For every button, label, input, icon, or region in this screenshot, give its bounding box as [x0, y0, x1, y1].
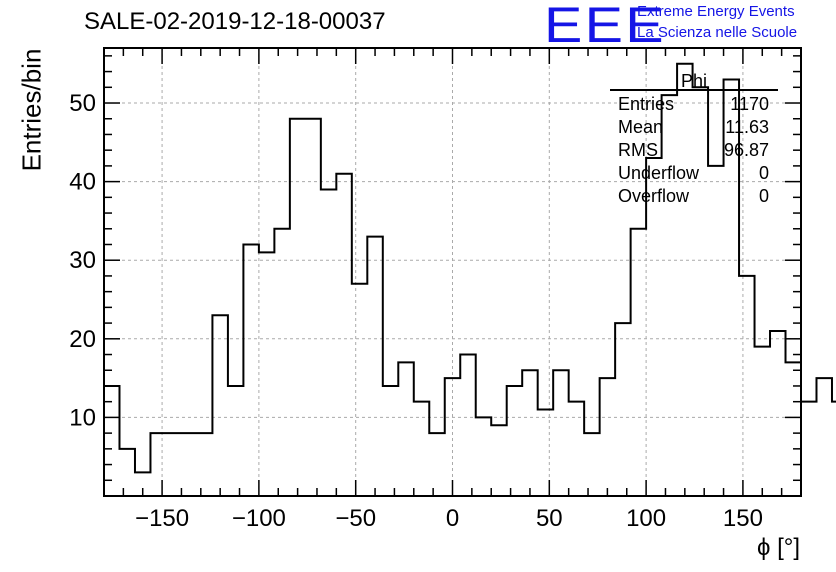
histogram-bin: [259, 252, 274, 496]
histogram-bin: [677, 64, 692, 496]
histogram-bin: [321, 189, 336, 496]
histogram-bin: [801, 402, 816, 496]
histogram-bin: [476, 417, 491, 496]
histogram-bin: [414, 402, 429, 496]
x-tick-label: 50: [536, 505, 563, 532]
histogram-bin: [228, 386, 243, 496]
histogram-bin: [569, 402, 584, 496]
stats-title: Phi: [681, 71, 707, 91]
stats-label: Entries: [618, 94, 674, 114]
stats-label: RMS: [618, 140, 658, 160]
histogram-bin: [181, 433, 196, 496]
histogram-bin: [352, 284, 367, 496]
histogram-bin: [755, 347, 770, 496]
histogram-series-line: [104, 62, 836, 474]
stats-value: 0: [759, 163, 769, 183]
stats-value: 0: [759, 186, 769, 206]
brand-line-2: La Scienza nelle Scuole: [637, 24, 798, 41]
y-tick-label: 30: [69, 247, 96, 274]
x-tick-label: −100: [232, 505, 286, 532]
stats-value: 96.87: [724, 140, 769, 160]
y-tick-label: 10: [69, 404, 96, 431]
histogram-bin: [212, 315, 227, 496]
histogram-bin: [693, 87, 708, 496]
stats-label: Underflow: [618, 163, 700, 183]
histogram-bin: [336, 174, 351, 496]
histogram-bin: [739, 276, 754, 496]
x-tick-label: −50: [335, 505, 376, 532]
x-tick-label: 100: [626, 505, 666, 532]
chart-title: SALE-02-2019-12-18-00037: [84, 8, 386, 35]
histogram-bin: [150, 433, 165, 496]
histogram-bin: [708, 166, 723, 496]
histogram-bin: [398, 362, 413, 496]
histogram-bin: [429, 433, 444, 496]
histogram-bin: [367, 237, 382, 496]
y-tick-label: 40: [69, 169, 96, 196]
histogram-bin: [491, 425, 506, 496]
x-axis-label: ϕ [°]: [756, 534, 800, 561]
histogram-bin: [584, 433, 599, 496]
histogram-bin: [197, 433, 212, 496]
histogram-bin: [243, 244, 258, 496]
brand-line-1: Extreme Energy Events: [637, 3, 795, 20]
stats-value: 1170: [730, 94, 769, 114]
histogram-bin: [274, 229, 289, 496]
y-tick-label: 50: [69, 90, 96, 117]
histogram-bin: [786, 362, 801, 496]
histogram-bin: [507, 386, 522, 496]
x-tick-label: −150: [135, 505, 189, 532]
histogram-bin: [662, 95, 677, 496]
histogram-bin: [119, 449, 134, 496]
histogram-bin: [832, 402, 836, 496]
x-tick-label: 0: [446, 505, 459, 532]
histogram-bin: [104, 386, 119, 496]
histogram-bin: [445, 378, 460, 496]
x-tick-label: 150: [723, 505, 763, 532]
histogram-bin: [646, 158, 661, 496]
histogram-bin: [305, 119, 320, 496]
y-tick-label: 20: [69, 326, 96, 353]
histogram-bin: [522, 370, 537, 496]
stats-label: Overflow: [618, 186, 690, 206]
histogram-bin: [615, 323, 630, 496]
histogram-bin: [770, 331, 785, 496]
histogram-bin: [600, 378, 615, 496]
histogram-bin: [383, 386, 398, 496]
stats-value: 11.63: [725, 117, 769, 137]
histogram-bin: [816, 378, 831, 496]
histogram-bin: [290, 119, 305, 496]
histogram-bin: [553, 370, 568, 496]
histogram-bin: [631, 229, 646, 496]
histogram-bin: [166, 433, 181, 496]
histogram-bin: [538, 410, 553, 496]
eee-logo: EEE: [544, 0, 666, 53]
histogram-bin: [460, 355, 475, 496]
stats-label: Mean: [618, 117, 663, 137]
